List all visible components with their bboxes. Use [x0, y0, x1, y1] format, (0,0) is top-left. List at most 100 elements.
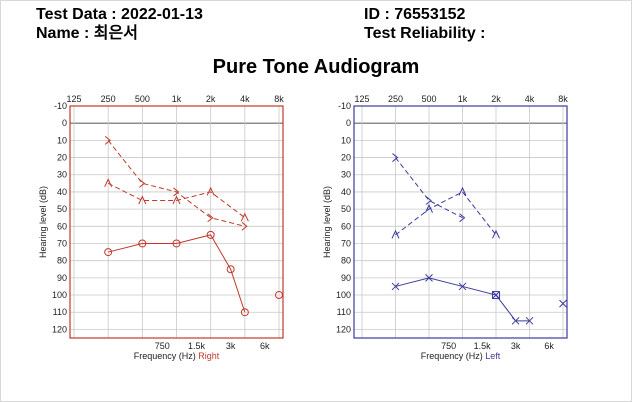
right-y-tick-label: 100 [52, 290, 67, 300]
right-triangle-point [104, 178, 113, 188]
left-triangle-point [458, 186, 467, 196]
right-y-tick-label: -10 [54, 101, 67, 111]
left-square-extra-point [492, 291, 500, 300]
right-series-circle-line [108, 234, 246, 313]
left-angle-bracket-point [392, 153, 399, 162]
left-series-cross-line [395, 277, 530, 322]
right-x-axis-label-text: Frequency (Hz) [134, 351, 199, 361]
right-y-tick-label: 110 [53, 307, 67, 317]
left-cross-point [525, 316, 534, 325]
left-series-angle-bracket-line [395, 157, 463, 219]
left-x-axis-side-label: Left [485, 351, 501, 361]
right-circle-point [138, 239, 147, 248]
right-circle-point [104, 248, 113, 257]
right-y-tick-label: 20 [57, 153, 67, 163]
right-bottom-tick-label: 1.5k [188, 341, 206, 351]
right-y-tick-label: 30 [57, 170, 67, 180]
left-y-tick-label: 40 [341, 187, 351, 197]
left-cross-point [458, 282, 467, 291]
right-y-tick-label: 60 [57, 221, 67, 231]
right-top-tick-label: 250 [101, 94, 116, 104]
right-top-tick-label: 8k [274, 94, 284, 104]
left-x-axis-label: Frequency (Hz) Left [421, 351, 501, 361]
right-angle-bracket-point [104, 135, 111, 145]
right-top-tick-label: 500 [135, 94, 150, 104]
right-top-tick-label: 2k [206, 94, 216, 104]
left-top-tick-label: 2k [491, 94, 501, 104]
left-y-tick-label: 60 [341, 221, 351, 231]
left-y-tick-label: 90 [341, 273, 351, 283]
right-circle-point [206, 230, 215, 239]
right-angle-bracket-point [173, 187, 180, 197]
right-bottom-tick-label: 750 [155, 341, 170, 351]
test-date-label: Test Data : 2022-01-13 [36, 6, 203, 23]
left-triangle-point [391, 229, 400, 239]
right-y-tick-label: 50 [57, 204, 67, 214]
left-y-tick-label: 70 [341, 238, 351, 248]
right-y-tick-label: 10 [57, 135, 67, 145]
right-y-axis-label: Hearing level (dB) [38, 186, 48, 258]
patient-name-label: Name : 최은서 [36, 25, 138, 42]
right-top-tick-label: 1k [172, 94, 182, 104]
right-triangle-point [240, 212, 249, 222]
patient-id-label: ID : 76553152 [364, 6, 466, 23]
left-series-triangle-line [395, 191, 497, 236]
left-top-tick-label: 250 [388, 94, 403, 104]
left-cross-point [391, 282, 400, 291]
left-y-tick-label: 20 [341, 153, 351, 163]
left-y-axis-label: Hearing level (dB) [322, 186, 332, 258]
left-triangle-point [492, 229, 500, 239]
left-top-tick-label: 125 [354, 94, 369, 104]
left-top-tick-label: 8k [558, 94, 568, 104]
left-y-tick-label: -10 [338, 101, 351, 111]
right-plot-border [69, 105, 284, 339]
left-y-tick-label: 80 [341, 256, 351, 266]
left-y-tick-label: 100 [336, 290, 351, 300]
right-top-tick-label: 4k [240, 94, 250, 104]
right-circle-extra-point [275, 291, 283, 300]
right-y-tick-label: 80 [57, 256, 67, 266]
right-series-triangle-line [107, 182, 246, 219]
left-cross-point [511, 316, 520, 325]
right-y-tick-label: 40 [57, 187, 67, 197]
left-cross-point [492, 291, 500, 299]
right-circle-point [226, 265, 235, 274]
right-circle-point [172, 239, 181, 248]
left-y-tick-label: 0 [346, 118, 351, 128]
left-angle-bracket-point [425, 196, 432, 205]
left-plot-border [353, 105, 568, 339]
left-bottom-tick-label: 3k [511, 341, 521, 351]
left-top-tick-label: 1k [458, 94, 468, 104]
left-x-axis-label-text: Frequency (Hz) [421, 351, 486, 361]
right-triangle-point [172, 195, 181, 205]
left-triangle-point [425, 203, 433, 213]
right-y-tick-label: 0 [62, 118, 67, 128]
right-bottom-tick-label: 3k [226, 341, 236, 351]
right-series-angle-bracket-line [107, 140, 245, 227]
left-cross-extra-point [559, 299, 567, 308]
right-angle-bracket-point [207, 213, 214, 223]
right-y-tick-label: 120 [52, 324, 67, 334]
right-triangle-point [206, 186, 215, 196]
left-top-tick-label: 4k [525, 94, 535, 104]
page-title: Pure Tone Audiogram [212, 56, 420, 78]
right-x-axis-label: Frequency (Hz) Right [134, 351, 220, 361]
left-y-tick-label: 110 [337, 307, 351, 317]
left-y-tick-label: 10 [341, 135, 351, 145]
right-circle-point [240, 308, 249, 317]
right-bottom-tick-label: 6k [260, 341, 270, 351]
left-y-tick-label: 50 [341, 204, 351, 214]
right-triangle-point [138, 195, 147, 205]
right-y-tick-label: 90 [57, 273, 67, 283]
left-bottom-tick-label: 1.5k [474, 341, 492, 351]
test-reliability-label: Test Reliability : [364, 25, 486, 42]
right-angle-bracket-point [139, 178, 146, 188]
left-angle-bracket-point [459, 213, 466, 223]
right-x-axis-side-label: Right [198, 351, 220, 361]
left-bottom-tick-label: 6k [544, 341, 554, 351]
left-top-tick-label: 500 [421, 94, 436, 104]
right-angle-bracket-point [241, 221, 248, 231]
left-bottom-tick-label: 750 [441, 341, 456, 351]
left-y-tick-label: 120 [336, 324, 351, 334]
